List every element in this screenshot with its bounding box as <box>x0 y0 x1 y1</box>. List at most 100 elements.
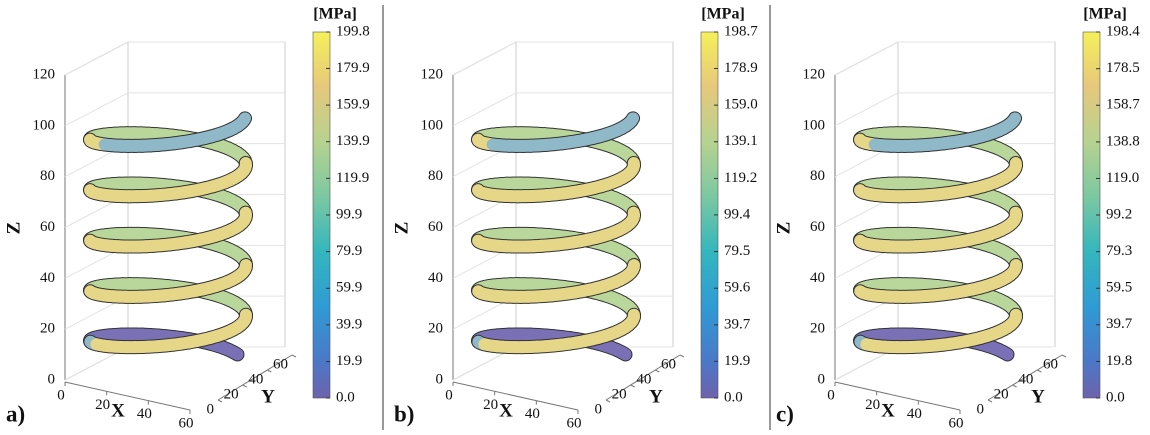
z-tick-label: 80 <box>428 168 443 184</box>
colorbar-tick-label: 19.8 <box>1106 353 1132 369</box>
z-tick-label: 40 <box>428 270 443 286</box>
colorbar-tick-label: 79.5 <box>724 243 750 259</box>
x-tick-label: 40 <box>907 406 922 422</box>
y-tick <box>987 399 993 403</box>
z-tick-label: 20 <box>40 321 55 337</box>
spring-segment <box>237 112 252 127</box>
x-axis <box>452 381 579 411</box>
x-tick-label: 0 <box>57 387 65 403</box>
y-tick-label: 60 <box>1043 356 1058 372</box>
colorbar-tick-label: 159.0 <box>724 97 758 113</box>
colorbar-tick-label: 178.9 <box>724 60 758 76</box>
panel-label: a) <box>6 401 25 426</box>
x-tick-label: 20 <box>483 397 498 413</box>
x-tick-label: 40 <box>137 406 152 422</box>
y-tick <box>1061 354 1067 358</box>
y-axis <box>987 354 1063 401</box>
z-tick-label: 80 <box>810 168 825 184</box>
y-tick-label: 40 <box>636 371 651 387</box>
x-axis <box>64 381 191 411</box>
y-tick <box>630 384 635 388</box>
y-axis-label: Y <box>261 386 275 407</box>
y-tick <box>242 384 247 388</box>
y-tick <box>1012 384 1017 388</box>
y-tick-label: 40 <box>248 371 263 387</box>
y-axis-label: Y <box>1031 386 1045 407</box>
y-tick <box>1037 369 1042 373</box>
colorbar-tick-label: 198.7 <box>724 23 758 39</box>
x-tick-label: 60 <box>179 415 194 431</box>
y-axis <box>217 354 293 401</box>
y-tick-label: 60 <box>273 356 288 372</box>
z-tick-label: 60 <box>40 219 55 235</box>
colorbar-tick-label: 39.9 <box>336 316 362 332</box>
z-tick-label: 60 <box>810 219 825 235</box>
y-axis-label: Y <box>649 386 663 407</box>
colorbar-tick-label: 0.0 <box>1106 389 1125 405</box>
z-tick-label: 120 <box>803 66 826 82</box>
grid-line <box>64 92 285 127</box>
spring-segment <box>625 112 640 127</box>
z-axis-label: Z <box>391 222 412 235</box>
x-axis-label: X <box>881 400 895 421</box>
panel-label: b) <box>394 401 414 426</box>
colorbar-tick-label: 119.0 <box>1106 170 1139 186</box>
colorbar-tick-label: 59.6 <box>724 280 751 296</box>
colorbar-tick-label: 99.4 <box>724 206 751 222</box>
colorbar-tick-label: 79.9 <box>336 243 362 259</box>
colorbar-tick-label: 119.9 <box>336 170 369 186</box>
z-tick-label: 100 <box>33 117 56 133</box>
y-tick-label: 20 <box>224 386 239 402</box>
grid-line <box>834 92 1055 127</box>
x-tick-label: 0 <box>445 387 453 403</box>
x-tick-label: 60 <box>949 415 964 431</box>
z-tick-label: 0 <box>436 371 444 387</box>
colorbar-tick-label: 179.9 <box>336 60 370 76</box>
z-axis-label: Z <box>773 222 794 235</box>
colorbar-tick-label: 139.1 <box>724 133 758 149</box>
colorbar-tick-label: 99.2 <box>1106 206 1132 222</box>
x-tick-label: 20 <box>865 397 880 413</box>
x-tick-label: 40 <box>525 406 540 422</box>
x-tick-label: 0 <box>827 387 835 403</box>
x-axis-label: X <box>499 400 513 421</box>
y-tick-label: 60 <box>661 356 676 372</box>
z-tick-label: 100 <box>803 117 826 133</box>
z-tick-label: 100 <box>421 117 444 133</box>
z-tick-label: 80 <box>40 168 55 184</box>
colorbar-tick-label: 99.9 <box>336 206 362 222</box>
x-axis-label: X <box>111 400 125 421</box>
colorbar-tick-label: 19.9 <box>724 353 750 369</box>
z-tick-label: 20 <box>428 321 443 337</box>
z-tick-label: 60 <box>428 219 443 235</box>
z-axis-label: Z <box>3 222 24 235</box>
colorbar-tick-label: 39.7 <box>1106 316 1133 332</box>
colorbar-tick-label: 158.7 <box>1106 97 1140 113</box>
colorbar-tick-label: 119.2 <box>724 170 757 186</box>
z-tick-label: 40 <box>40 270 55 286</box>
y-tick-label: 20 <box>612 386 627 402</box>
colorbar-tick-label: 198.4 <box>1106 23 1140 39</box>
x-axis <box>834 381 961 411</box>
colorbar-tick-label: 159.9 <box>336 97 370 113</box>
z-tick-label: 0 <box>48 371 56 387</box>
y-tick-label: 0 <box>595 401 603 417</box>
colorbar-tick-label: 59.9 <box>336 280 362 296</box>
y-axis <box>605 354 681 401</box>
panel-label: c) <box>776 401 794 426</box>
x-tick-label: 20 <box>95 397 110 413</box>
colorbar-tick-label: 0.0 <box>724 389 743 405</box>
colorbar-tick-label: 139.9 <box>336 133 370 149</box>
colorbar-tick-label: 59.5 <box>1106 280 1132 296</box>
z-tick-label: 120 <box>33 66 56 82</box>
grid-line <box>452 41 673 76</box>
colorbar-tick-label: 0.0 <box>336 389 355 405</box>
colorbar-label: [MPa] <box>313 6 357 23</box>
colorbar-tick-label: 178.5 <box>1106 60 1140 76</box>
colorbar-tick-label: 39.7 <box>724 316 751 332</box>
colorbar-label: [MPa] <box>701 6 745 23</box>
y-tick <box>655 369 660 373</box>
y-tick-label: 0 <box>977 401 985 417</box>
grid-line <box>452 92 673 127</box>
